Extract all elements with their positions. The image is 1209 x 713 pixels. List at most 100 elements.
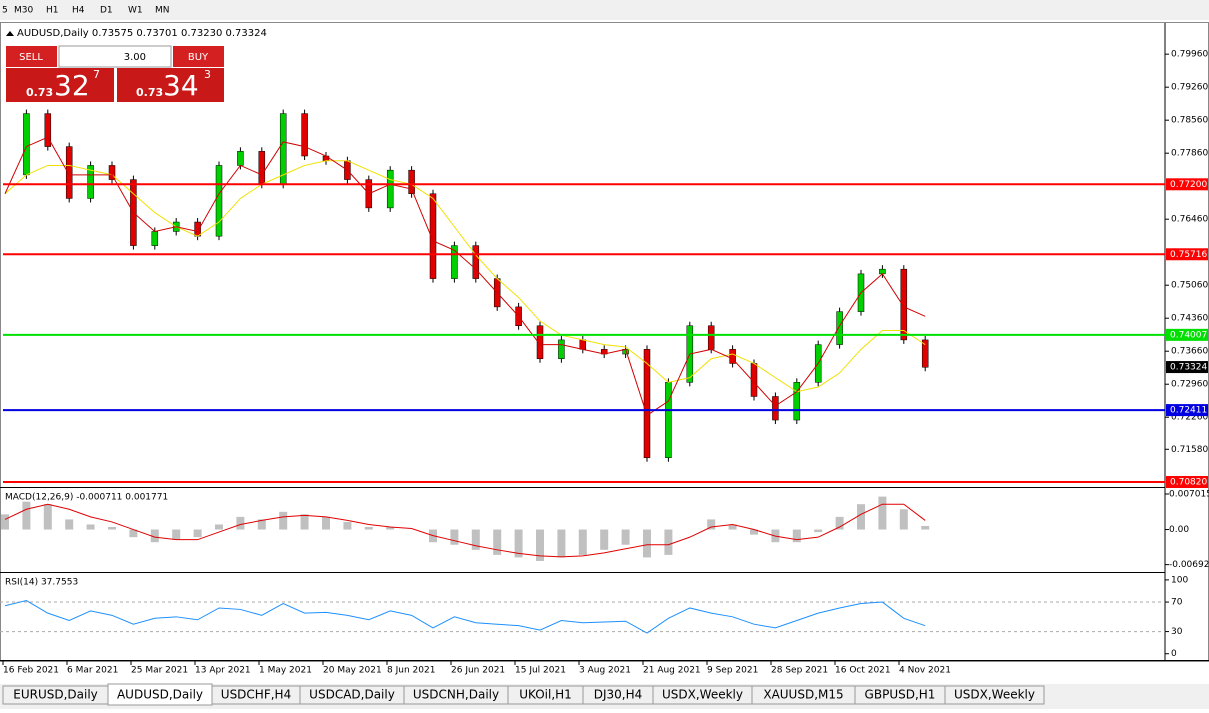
- macd-bar: [493, 529, 502, 555]
- volume[interactable]: 3.00: [124, 52, 146, 63]
- candle: [322, 155, 330, 161]
- macd-bar: [814, 529, 823, 533]
- tab-label[interactable]: DJ30,H4: [594, 688, 643, 702]
- candle: [65, 146, 73, 199]
- macd-bar: [792, 529, 801, 543]
- candle: [151, 231, 159, 246]
- macd-bar: [193, 529, 202, 538]
- buy-button[interactable]: [173, 46, 224, 67]
- tab-label[interactable]: XAUUSD,M15: [763, 688, 843, 702]
- date-label: 26 Jun 2021: [451, 666, 505, 676]
- buy-label[interactable]: BUY: [188, 52, 209, 63]
- timeframe-button[interactable]: MN: [155, 6, 170, 16]
- sell-sup: 7: [93, 68, 100, 81]
- price-label: 0.78560: [1171, 116, 1208, 126]
- price-label: 0.75060: [1171, 281, 1208, 291]
- sell-prefix: 0.73: [26, 86, 53, 99]
- macd-bar: [899, 509, 908, 530]
- level-label: 0.70820: [1170, 478, 1207, 488]
- candle: [408, 169, 415, 194]
- macd-axis-label: -0.006923: [1169, 560, 1209, 570]
- candle: [451, 245, 458, 279]
- buy-sup: 3: [204, 68, 211, 81]
- macd-bar: [364, 527, 373, 530]
- macd-bar: [878, 496, 887, 530]
- macd-bar: [600, 529, 609, 550]
- volume-box[interactable]: [58, 45, 172, 68]
- macd-bar: [664, 529, 673, 555]
- tab-label[interactable]: USDX,Weekly: [662, 688, 743, 702]
- tab-label[interactable]: AUDUSD,Daily: [117, 688, 203, 702]
- sell-label[interactable]: SELL: [19, 52, 43, 63]
- sell-price-box[interactable]: [6, 68, 114, 102]
- timeframe-button[interactable]: W1: [128, 6, 143, 16]
- buy-price-box[interactable]: [117, 68, 224, 102]
- date-label: 9 Sep 2021: [707, 666, 758, 676]
- macd-bar: [86, 524, 95, 530]
- date-label: 20 May 2021: [323, 666, 382, 676]
- chart-window: [0, 22, 1209, 662]
- date-label: 13 Apr 2021: [195, 666, 251, 676]
- date-label: 28 Sep 2021: [771, 666, 828, 676]
- toolbar: [0, 0, 1209, 20]
- rsi-label: RSI(14) 37.7553: [5, 578, 78, 588]
- candle: [793, 382, 801, 421]
- macd-bar: [643, 529, 651, 558]
- timeframe-button[interactable]: H1: [46, 6, 59, 16]
- date-label: 25 Mar 2021: [131, 666, 188, 676]
- timeframe-button[interactable]: M30: [14, 6, 33, 16]
- date-label: 16 Feb 2021: [3, 666, 59, 676]
- tab-label[interactable]: EURUSD,Daily: [13, 688, 98, 702]
- sell-button[interactable]: [6, 46, 57, 67]
- collapse-icon[interactable]: [6, 31, 14, 36]
- timeframe-button[interactable]: D1: [100, 6, 113, 16]
- ma-slow: [4, 160, 926, 393]
- price-label: 0.71580: [1171, 445, 1208, 455]
- timeframe-button[interactable]: 5: [2, 6, 8, 16]
- sell-big: 32: [54, 69, 90, 102]
- price-label: 0.79960: [1171, 50, 1208, 60]
- candle: [237, 151, 244, 166]
- date-label: 3 Aug 2021: [579, 666, 631, 676]
- tab-label[interactable]: USDCAD,Daily: [309, 688, 395, 702]
- timeframe-button[interactable]: H4: [72, 6, 85, 16]
- candle: [729, 349, 736, 364]
- macd-bar: [22, 501, 31, 530]
- tab[interactable]: [944, 685, 1045, 705]
- macd-bar: [450, 529, 459, 545]
- price-tag: [1166, 361, 1208, 374]
- level-label: 0.77200: [1170, 180, 1207, 190]
- candle: [301, 113, 308, 157]
- macd-bar: [65, 519, 74, 530]
- rsi-axis-label: 100: [1171, 575, 1188, 585]
- macd-axis-label: 0.00: [1169, 525, 1189, 535]
- level-tag: [1166, 404, 1208, 417]
- candle: [772, 396, 779, 421]
- macd-bar: [150, 529, 159, 543]
- buy-prefix: 0.73: [136, 86, 163, 99]
- tab-label[interactable]: USDX,Weekly: [954, 688, 1035, 702]
- candle: [23, 113, 30, 176]
- date-label: 6 Mar 2021: [67, 666, 118, 676]
- level-tag: [1166, 328, 1208, 341]
- trade-panel: SELL 3.00 BUY 0.73 32 7 0.73 34 3: [6, 45, 224, 102]
- macd-signal: [4, 503, 926, 558]
- macd-bar: [108, 527, 116, 530]
- price-label: 0.79260: [1171, 83, 1208, 93]
- buy-big: 34: [163, 69, 199, 102]
- tab-label[interactable]: UKOil,H1: [519, 688, 572, 702]
- level-label: 0.75716: [1170, 250, 1207, 260]
- tab-label[interactable]: USDCNH,Daily: [413, 688, 499, 702]
- level-label: 0.72411: [1170, 406, 1207, 416]
- ma-fast: [4, 136, 926, 417]
- price-label: 0.73660: [1171, 347, 1208, 357]
- candle: [643, 349, 651, 459]
- candle: [536, 325, 544, 360]
- candle: [429, 193, 437, 279]
- macd-bar: [921, 525, 930, 530]
- tab-label[interactable]: GBPUSD,H1: [865, 688, 936, 702]
- date-label: 16 Oct 2021: [835, 666, 891, 676]
- macd-bar: [471, 529, 480, 550]
- tab-label[interactable]: USDCHF,H4: [221, 688, 291, 702]
